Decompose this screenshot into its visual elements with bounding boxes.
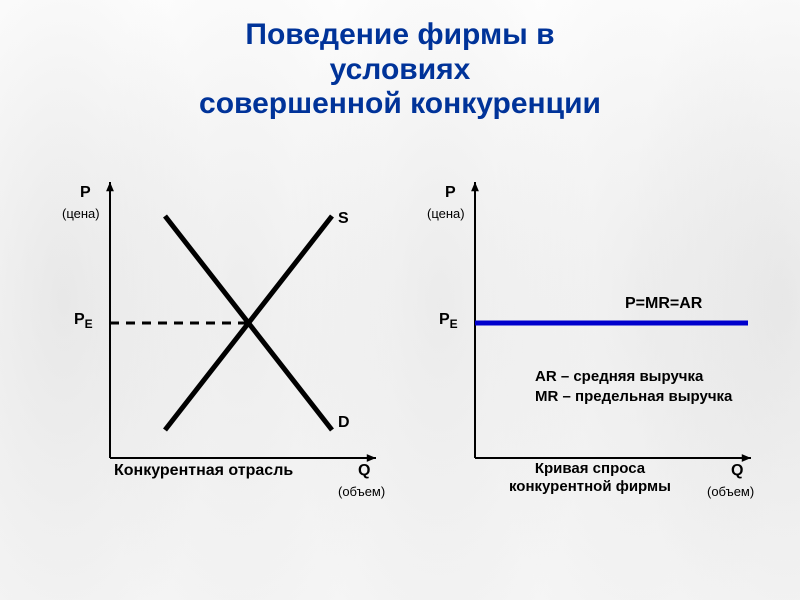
right-x-axis-label: Q — [731, 462, 743, 480]
left-y-axis-label: P — [80, 184, 91, 202]
legend-text: AR – средняя выручка MR – предельная выр… — [535, 367, 732, 406]
right-y-axis-label: P — [445, 184, 456, 202]
left-x-axis-label: Q — [358, 462, 370, 480]
right-x-axis-sublabel: (объем) — [707, 484, 754, 499]
right-chart-caption: Кривая спроса конкурентной фирмы — [509, 460, 671, 496]
right-chart-firm: P (цена) Q (объем) PE P=MR=AR AR – средн… — [455, 178, 755, 488]
left-pe-label: PE — [74, 311, 93, 331]
right-chart-svg — [455, 178, 755, 488]
left-chart-caption: Конкурентная отрасль — [114, 462, 293, 480]
right-y-axis-sublabel: (цена) — [427, 206, 465, 221]
demand-curve-label: D — [338, 414, 350, 432]
right-pe-label: PE — [439, 311, 458, 331]
slide-title: Поведение фирмы в условиях совершенной к… — [0, 18, 800, 122]
supply-curve-label: S — [338, 210, 349, 228]
mr-ar-line-label: P=MR=AR — [625, 295, 702, 313]
left-chart-svg — [90, 178, 380, 488]
left-x-axis-sublabel: (объем) — [338, 484, 385, 499]
left-chart-industry: P (цена) Q (объем) PE S D Конкурентная о… — [90, 178, 380, 488]
left-y-axis-sublabel: (цена) — [62, 206, 100, 221]
